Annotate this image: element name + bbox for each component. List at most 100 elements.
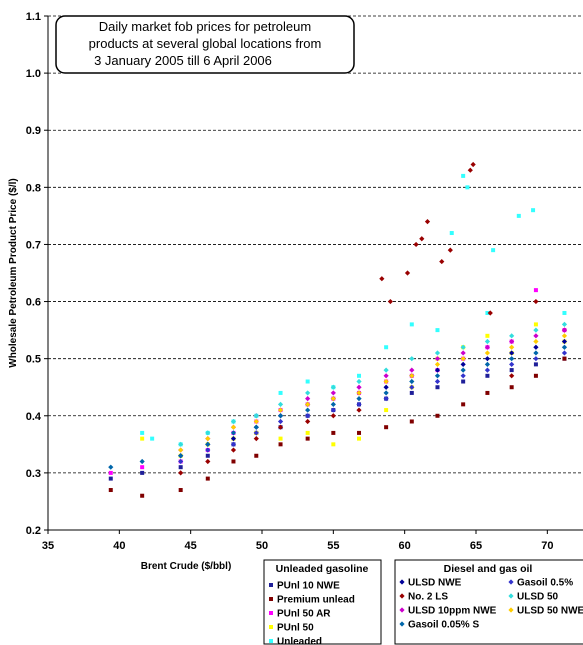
x-tick-label: 35 bbox=[42, 540, 54, 552]
x-tick-label: 55 bbox=[327, 540, 339, 552]
data-point bbox=[356, 407, 362, 413]
data-point bbox=[409, 322, 414, 327]
data-point bbox=[460, 356, 466, 362]
data-point bbox=[409, 356, 415, 362]
data-point bbox=[484, 361, 491, 367]
data-point bbox=[460, 373, 466, 379]
legend-entry: PUnl 50 bbox=[269, 623, 314, 634]
legend-label: PUnl 10 NWE bbox=[277, 581, 340, 592]
series bbox=[178, 321, 568, 447]
data-point bbox=[330, 413, 336, 419]
series bbox=[178, 350, 568, 465]
data-point bbox=[205, 430, 211, 436]
data-point bbox=[409, 367, 415, 373]
data-point bbox=[277, 418, 284, 425]
data-point bbox=[178, 458, 184, 465]
data-point bbox=[230, 441, 237, 447]
data-point bbox=[509, 350, 515, 356]
data-point bbox=[356, 384, 362, 390]
data-point bbox=[253, 413, 259, 419]
data-point bbox=[230, 424, 237, 430]
x-tick-label: 50 bbox=[256, 540, 268, 552]
axis-layer bbox=[47, 16, 583, 531]
y-tick-label: 0.8 bbox=[26, 182, 41, 194]
data-point bbox=[140, 493, 145, 498]
y-axis-title: Wholesale Petroleum Product Price ($/l) bbox=[8, 178, 19, 368]
data-point bbox=[356, 396, 362, 402]
chart-title-line-1: Daily market fob prices for petroleum bbox=[99, 19, 311, 34]
data-point bbox=[434, 350, 441, 356]
data-point bbox=[383, 396, 389, 402]
data-point bbox=[460, 344, 466, 350]
data-point bbox=[231, 459, 236, 464]
series bbox=[140, 173, 567, 447]
data-point bbox=[509, 373, 515, 379]
data-point bbox=[461, 402, 466, 407]
data-point bbox=[178, 488, 183, 493]
data-point bbox=[383, 367, 389, 373]
data-point bbox=[435, 385, 440, 390]
data-point bbox=[278, 436, 283, 441]
series bbox=[140, 322, 567, 458]
data-point bbox=[357, 436, 362, 441]
legend-entry: Unleaded bbox=[269, 637, 322, 645]
data-point bbox=[140, 436, 145, 441]
data-point bbox=[356, 390, 362, 396]
data-point bbox=[460, 367, 466, 373]
data-point bbox=[178, 470, 184, 476]
legend-label: ULSD 50 NWE bbox=[517, 606, 583, 617]
legend-marker bbox=[508, 607, 514, 613]
data-point bbox=[509, 356, 515, 362]
legend-marker bbox=[399, 621, 405, 627]
data-point bbox=[470, 161, 476, 168]
data-point bbox=[509, 385, 514, 390]
data-point bbox=[561, 327, 568, 333]
data-point bbox=[465, 185, 470, 190]
data-point bbox=[533, 356, 539, 362]
legend-marker bbox=[399, 607, 405, 613]
data-point bbox=[178, 453, 184, 459]
data-point bbox=[384, 425, 389, 430]
data-point bbox=[254, 453, 259, 458]
y-tick-label: 0.3 bbox=[26, 468, 41, 480]
data-point bbox=[533, 362, 538, 367]
data-point bbox=[305, 401, 311, 407]
data-point bbox=[509, 338, 515, 345]
data-point bbox=[509, 333, 515, 339]
data-point bbox=[533, 350, 539, 356]
data-point bbox=[533, 322, 538, 327]
data-point bbox=[330, 396, 336, 402]
data-point bbox=[230, 447, 237, 453]
series bbox=[178, 338, 568, 459]
data-point bbox=[356, 401, 362, 407]
data-point bbox=[439, 258, 445, 265]
data-point bbox=[253, 436, 259, 442]
legend-entry: Gasoil 0.05% S bbox=[399, 620, 479, 631]
data-point bbox=[384, 345, 389, 350]
data-point bbox=[460, 361, 466, 367]
data-point bbox=[330, 401, 336, 407]
data-point bbox=[253, 418, 259, 425]
data-point bbox=[533, 373, 538, 378]
legend-entry: ULSD NWE bbox=[399, 578, 462, 589]
legend-label: ULSD NWE bbox=[408, 578, 462, 589]
data-point bbox=[485, 333, 490, 338]
data-point bbox=[487, 310, 493, 316]
data-point bbox=[108, 470, 113, 475]
data-point bbox=[533, 327, 539, 333]
data-point bbox=[305, 390, 311, 396]
data-point bbox=[205, 453, 210, 458]
data-point bbox=[305, 430, 310, 435]
data-point bbox=[491, 248, 496, 253]
data-point bbox=[108, 464, 114, 470]
data-point bbox=[413, 241, 419, 248]
data-point bbox=[205, 447, 211, 453]
legend-marker bbox=[508, 593, 514, 599]
data-point bbox=[356, 378, 362, 385]
legend-unleaded-gasoline: Unleaded gasoline PUnl 10 NWE Premium unl… bbox=[263, 559, 382, 645]
data-point bbox=[409, 384, 415, 390]
data-point bbox=[140, 430, 145, 435]
legend-diesel-gas-oil: Diesel and gas oil ULSD NWE No. 2 LS ULSD … bbox=[394, 559, 583, 645]
data-point bbox=[461, 173, 466, 178]
legend-marker bbox=[269, 597, 273, 601]
